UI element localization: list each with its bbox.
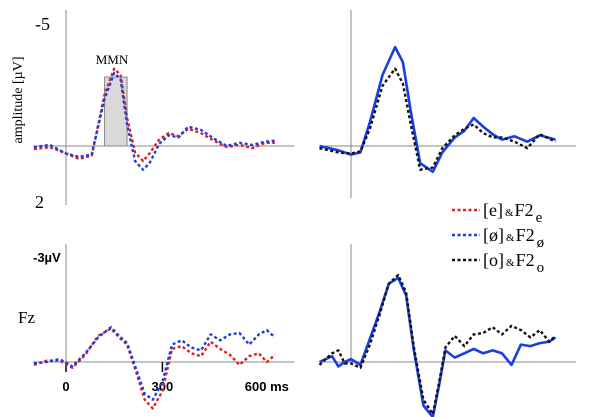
panel-top-left	[33, 10, 294, 205]
legend-label: [o] &F2 o	[483, 250, 544, 276]
top-y-axis-label: amplitude [µV]	[11, 57, 26, 144]
top-y-bottom-label: 2	[35, 192, 44, 212]
x-tick-label: 0	[62, 379, 69, 394]
legend: [e] &F2 e[ø] &F2 ø[o] &F2 o	[452, 200, 544, 276]
legend-label: [e] &F2 e	[483, 200, 543, 226]
panel-bottom-left: 0 300 600 ms	[33, 244, 294, 410]
row-label-fz: Fz	[18, 308, 35, 327]
series-line-bottom-right-1	[318, 273, 557, 416]
legend-item: [e] &F2 e	[452, 200, 543, 226]
x-tick-label: 600 ms	[245, 379, 289, 394]
x-tick-label: 300	[152, 379, 174, 394]
panel-bottom-right	[318, 244, 576, 417]
bottom-y-top-label: -3µV	[33, 250, 61, 265]
series-line-top-right-1	[319, 67, 557, 171]
series-line-top-left-0	[33, 67, 275, 163]
legend-label: [ø] &F2 ø	[483, 225, 544, 251]
top-y-top-label: -5	[35, 14, 50, 34]
series-line-top-left-1	[33, 71, 276, 171]
mmn-annotation: MMN	[96, 52, 129, 67]
series-line-bottom-left-0	[33, 327, 276, 410]
legend-item: [ø] &F2 ø	[452, 225, 544, 251]
legend-item: [o] &F2 o	[452, 250, 544, 276]
series-line-bottom-left-1	[33, 326, 276, 401]
panel-top-right	[319, 10, 576, 198]
